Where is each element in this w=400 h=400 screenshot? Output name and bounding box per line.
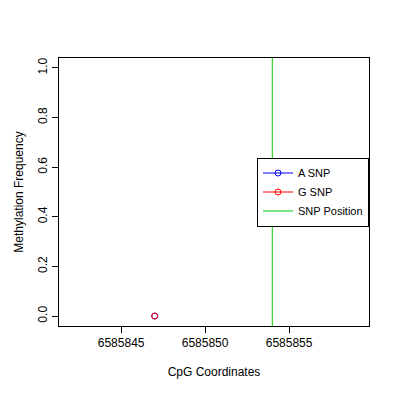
- svg-text:0.8: 0.8: [36, 107, 50, 124]
- svg-text:6585845: 6585845: [98, 336, 145, 350]
- svg-text:0.6: 0.6: [36, 157, 50, 174]
- svg-text:6585855: 6585855: [266, 336, 313, 350]
- svg-text:0.4: 0.4: [36, 206, 50, 223]
- svg-text:A SNP: A SNP: [298, 167, 330, 179]
- svg-text:6585850: 6585850: [182, 336, 229, 350]
- svg-text:1.0: 1.0: [36, 57, 50, 74]
- svg-text:CpG Coordinates: CpG Coordinates: [168, 365, 261, 379]
- svg-text:Methylation Frequency: Methylation Frequency: [12, 131, 26, 252]
- svg-text:SNP Position: SNP Position: [298, 205, 363, 217]
- svg-text:G SNP: G SNP: [298, 186, 332, 198]
- svg-text:0.0: 0.0: [36, 306, 50, 323]
- svg-text:0.2: 0.2: [36, 256, 50, 273]
